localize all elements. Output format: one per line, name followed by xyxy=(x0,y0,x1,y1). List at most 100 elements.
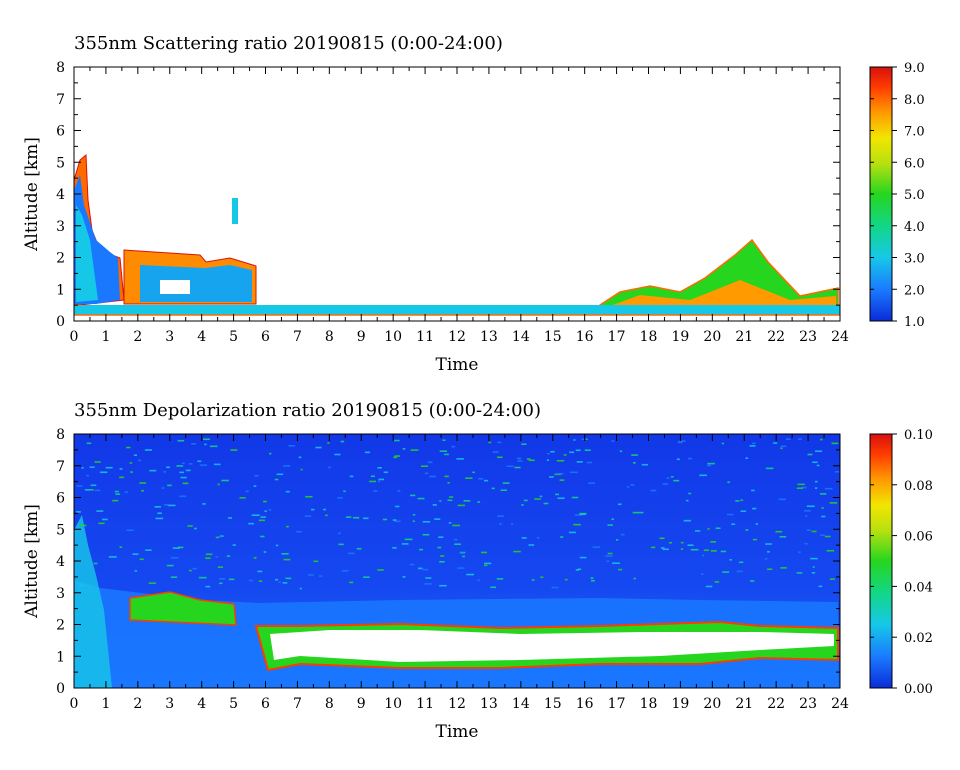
noise-speckle xyxy=(701,554,705,557)
x-tick-label: 5 xyxy=(229,696,238,712)
noise-speckle xyxy=(167,484,172,487)
noise-speckle xyxy=(780,445,787,448)
noise-speckle xyxy=(551,586,559,589)
noise-speckle xyxy=(816,464,820,467)
x-tick-label: 11 xyxy=(416,696,434,712)
noise-speckle xyxy=(797,438,802,440)
noise-speckle xyxy=(305,495,313,498)
noise-speckle xyxy=(328,466,331,469)
noise-speckle xyxy=(362,517,369,520)
noise-speckle xyxy=(735,500,740,502)
colorbar-tick-label: 8.0 xyxy=(904,93,925,108)
noise-speckle xyxy=(394,439,400,442)
noise-speckle xyxy=(749,445,756,447)
noise-speckle xyxy=(338,532,341,535)
noise-speckle xyxy=(571,496,579,499)
noise-speckle xyxy=(412,520,415,523)
noise-speckle xyxy=(555,493,559,496)
noise-speckle xyxy=(93,562,98,565)
noise-speckle xyxy=(821,515,826,518)
noise-speckle xyxy=(370,475,375,478)
noise-speckle xyxy=(626,485,630,488)
noise-speckle xyxy=(177,546,184,549)
noise-speckle xyxy=(528,459,535,462)
noise-speckle xyxy=(496,456,503,459)
noise-speckle xyxy=(780,567,787,569)
noise-speckle xyxy=(707,462,715,465)
noise-speckle xyxy=(556,459,565,462)
noise-speckle xyxy=(304,515,312,517)
noise-speckle xyxy=(342,570,349,572)
noise-speckle xyxy=(260,516,266,518)
noise-speckle xyxy=(632,462,636,464)
noise-speckle xyxy=(410,494,416,497)
colorbar-tick-label: 9.0 xyxy=(904,61,925,76)
noise-speckle xyxy=(804,542,808,545)
noise-speckle xyxy=(228,517,232,519)
noise-speckle xyxy=(615,539,619,541)
x-tick-label: 17 xyxy=(608,696,626,712)
noise-speckle xyxy=(102,518,108,521)
noise-speckle xyxy=(434,518,441,520)
noise-speckle xyxy=(424,472,429,475)
noise-speckle xyxy=(556,472,564,475)
noise-speckle xyxy=(818,585,823,588)
x-tick-label: 15 xyxy=(544,696,562,712)
x-tick-label: 16 xyxy=(576,329,594,345)
noise-speckle xyxy=(119,476,125,479)
noise-speckle xyxy=(124,491,129,493)
x-tick-label: 6 xyxy=(261,696,270,712)
depolarization-y-label: Altitude [km] xyxy=(22,504,42,619)
noise-speckle xyxy=(557,497,565,500)
noise-speckle xyxy=(315,446,322,449)
noise-speckle xyxy=(363,576,370,578)
noise-speckle xyxy=(796,487,803,490)
noise-speckle xyxy=(764,558,768,560)
x-tick-label: 23 xyxy=(799,329,817,345)
y-tick-label: 4 xyxy=(56,187,65,203)
noise-speckle xyxy=(829,502,838,504)
noise-speckle xyxy=(274,478,279,481)
noise-speckle xyxy=(154,506,162,508)
noise-speckle xyxy=(308,574,314,576)
noise-speckle xyxy=(688,457,693,460)
noise-speckle xyxy=(217,566,223,568)
noise-speckle xyxy=(378,478,385,481)
noise-speckle xyxy=(688,492,692,495)
x-tick-label: 15 xyxy=(544,329,562,345)
noise-speckle xyxy=(126,446,131,449)
noise-speckle xyxy=(531,579,535,581)
noise-speckle xyxy=(172,547,180,549)
colorbar-tick-label: 0.08 xyxy=(904,479,933,494)
noise-speckle xyxy=(831,442,839,445)
noise-speckle xyxy=(254,474,259,477)
noise-speckle xyxy=(575,449,581,452)
noise-speckle xyxy=(439,500,442,502)
noise-speckle xyxy=(422,533,430,536)
scattering-x-ticks: 0 1 2 3 4 5 6 7 8 9 10 11 12 13 14 15 16 17 18 19 20 21 22 23 24 xyxy=(70,67,849,345)
x-tick-label: 13 xyxy=(480,696,498,712)
noise-speckle xyxy=(138,459,141,462)
noise-speckle xyxy=(659,537,665,540)
scattering-panel: 355nm Scattering ratio 20190815 (0:00-24… xyxy=(22,33,925,375)
noise-speckle xyxy=(155,517,164,520)
noise-speckle xyxy=(559,479,565,481)
noise-speckle xyxy=(577,568,582,571)
noise-speckle xyxy=(673,479,680,482)
noise-speckle xyxy=(720,550,727,553)
noise-speckle xyxy=(338,543,344,546)
noise-speckle xyxy=(500,489,507,492)
noise-speckle xyxy=(86,474,89,477)
noise-speckle xyxy=(205,557,211,559)
noise-speckle xyxy=(745,529,749,531)
y-tick-label: 1 xyxy=(56,649,65,665)
noise-speckle xyxy=(660,547,665,549)
noise-speckle xyxy=(687,544,694,547)
x-tick-label: 10 xyxy=(384,329,402,345)
noise-speckle xyxy=(785,438,791,440)
noise-speckle xyxy=(543,502,549,505)
noise-speckle xyxy=(491,487,495,490)
noise-speckle xyxy=(94,489,101,492)
noise-speckle xyxy=(296,530,302,533)
depolarization-colorbar xyxy=(869,433,893,689)
